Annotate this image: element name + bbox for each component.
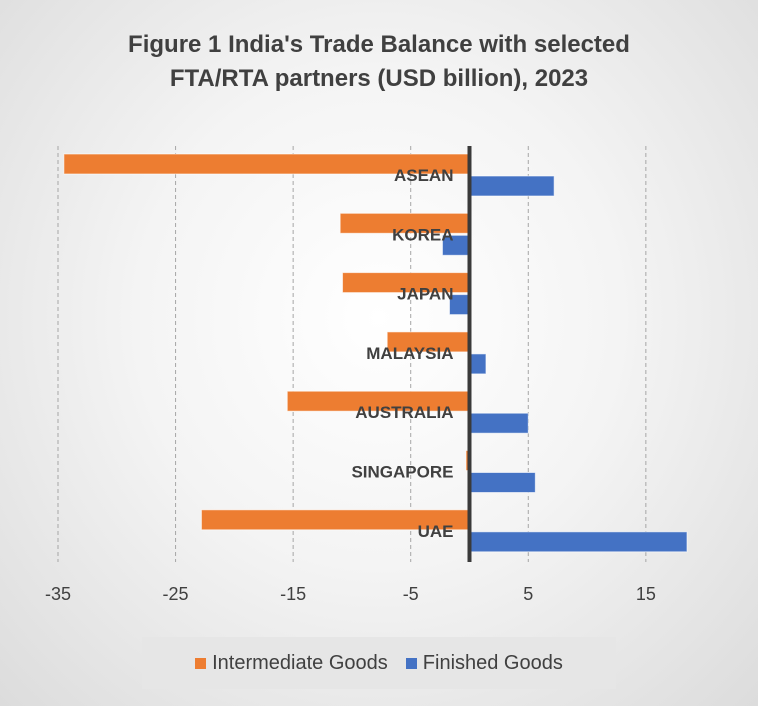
legend: Intermediate Goods Finished Goods	[142, 637, 616, 689]
x-tick-label: -35	[45, 584, 71, 604]
legend-swatch-finished	[405, 657, 417, 669]
bar-finished	[468, 353, 487, 375]
legend-label-intermediate: Intermediate Goods	[212, 651, 388, 674]
category-label: SINGAPORE	[351, 463, 453, 482]
bar-finished	[468, 472, 536, 493]
bar-finished	[468, 175, 555, 197]
x-tick-label: -5	[403, 584, 419, 604]
category-label: MALAYSIA	[366, 344, 453, 363]
chart-title-line-2: FTA/RTA partners (USD billion), 2023	[169, 65, 589, 92]
chart-title: Figure 1 India's Trade Balance with sele…	[0, 28, 758, 96]
category-label: ASEAN	[394, 166, 454, 185]
category-label: KOREA	[392, 225, 453, 244]
bar-finished	[468, 412, 529, 434]
x-tick-label: -25	[163, 584, 189, 604]
x-tick-label: -15	[280, 584, 306, 604]
legend-item-finished: Finished Goods	[405, 651, 563, 675]
legend-item-intermediate: Intermediate Goods	[195, 652, 388, 675]
x-tick-label: 5	[523, 584, 533, 604]
x-tick-label: 15	[636, 584, 656, 604]
category-label: UAE	[418, 522, 454, 541]
chart-title-line-1: Figure 1 India's Trade Balance with sele…	[128, 31, 630, 58]
category-label: JAPAN	[397, 285, 453, 304]
legend-swatch-intermediate	[195, 657, 207, 669]
category-label: AUSTRALIA	[355, 403, 453, 422]
bar-finished	[468, 531, 688, 553]
legend-label-finished: Finished Goods	[422, 651, 563, 674]
